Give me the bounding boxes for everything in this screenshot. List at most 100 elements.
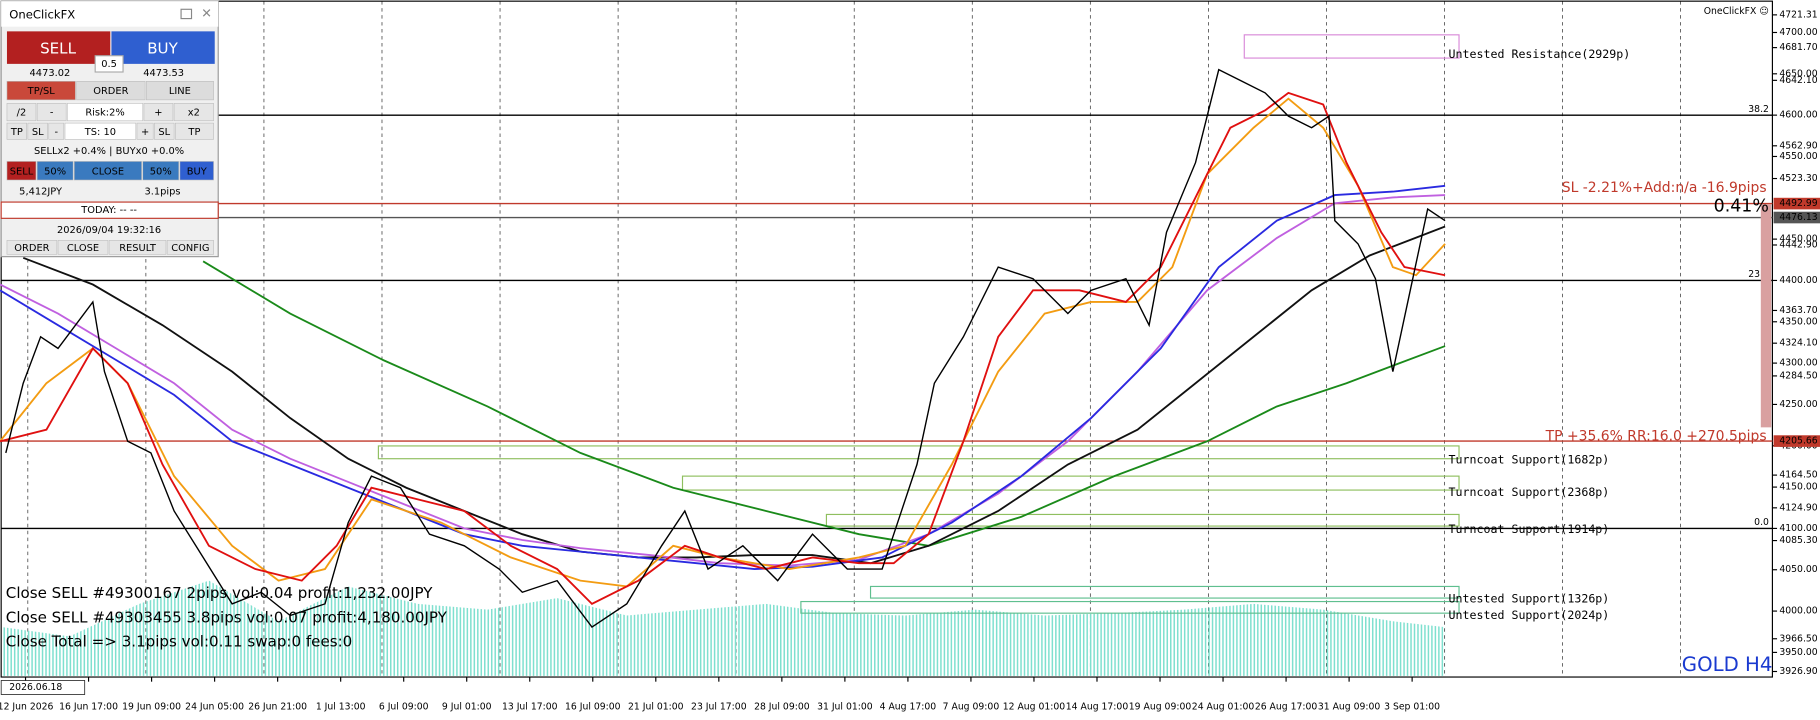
panel-button[interactable]: /2 bbox=[6, 103, 37, 122]
button-bg[interactable] bbox=[136, 122, 154, 140]
message: Close SELL #49303455 3.8pips vol:0.07 pr… bbox=[6, 608, 448, 626]
sell-bg[interactable] bbox=[6, 31, 111, 64]
button-label[interactable]: 50% bbox=[44, 166, 66, 177]
button-label[interactable]: 50% bbox=[150, 166, 172, 177]
button-bg[interactable] bbox=[64, 122, 137, 140]
panel-titlebar bbox=[1, 1, 219, 27]
ma-black bbox=[22, 225, 1446, 565]
button-bg[interactable] bbox=[108, 240, 167, 255]
panel-button[interactable]: TP bbox=[174, 122, 214, 140]
close-icon[interactable]: ✕ bbox=[201, 6, 212, 21]
button-bg[interactable] bbox=[36, 103, 67, 122]
button-bg[interactable] bbox=[57, 240, 109, 255]
button-label[interactable]: ORDER bbox=[14, 243, 49, 254]
price-marker-bg bbox=[1773, 211, 1820, 224]
button-label[interactable]: LINE bbox=[169, 86, 191, 97]
sell-label[interactable]: SELL bbox=[40, 39, 76, 57]
zone-label: Untested Resistance(2929p) bbox=[1449, 47, 1631, 61]
panel-button[interactable]: - bbox=[36, 103, 67, 122]
panel-button[interactable]: SELL bbox=[6, 161, 37, 181]
button-label[interactable]: TP bbox=[10, 127, 23, 138]
button-label[interactable]: RESULT bbox=[119, 243, 157, 254]
button-bg[interactable] bbox=[6, 103, 37, 122]
panel-button[interactable]: + bbox=[136, 122, 154, 140]
button-bg[interactable] bbox=[174, 122, 214, 140]
button-bg[interactable] bbox=[6, 81, 76, 101]
y-tick-label: 3926.90 bbox=[1779, 666, 1817, 677]
button-bg[interactable] bbox=[142, 161, 180, 181]
panel-button[interactable]: RESULT bbox=[108, 240, 167, 255]
panel-button[interactable]: ORDER bbox=[76, 81, 146, 101]
panel-button[interactable]: 50% bbox=[142, 161, 180, 181]
button-label[interactable]: Risk:2% bbox=[85, 108, 124, 119]
indicators bbox=[0, 68, 1446, 629]
panel-button[interactable]: CLOSE bbox=[57, 240, 109, 255]
button-label[interactable]: TP/SL bbox=[27, 86, 56, 97]
button-label[interactable]: BUY bbox=[187, 166, 208, 177]
button-label[interactable]: CONFIG bbox=[171, 243, 209, 254]
button-bg[interactable] bbox=[6, 240, 58, 255]
sell-button[interactable]: SELL bbox=[6, 31, 111, 64]
button-label[interactable]: + bbox=[154, 108, 162, 119]
buy-label[interactable]: BUY bbox=[147, 39, 178, 57]
button-label[interactable]: - bbox=[55, 127, 59, 138]
panel-button[interactable]: x2 bbox=[173, 103, 214, 122]
button-label[interactable]: TS: 10 bbox=[84, 127, 116, 138]
button-bg[interactable] bbox=[6, 122, 27, 140]
button-bg[interactable] bbox=[143, 103, 174, 122]
panel-button[interactable]: 50% bbox=[36, 161, 74, 181]
button-bg[interactable] bbox=[27, 122, 48, 140]
button-label[interactable]: ORDER bbox=[93, 86, 128, 97]
zone-label: Turncoat Support(2368p) bbox=[1449, 485, 1610, 499]
button-label[interactable]: SL bbox=[32, 127, 44, 138]
minimize-button[interactable] bbox=[180, 8, 193, 20]
panel-button[interactable]: ORDER bbox=[6, 240, 58, 255]
button-label[interactable]: x2 bbox=[188, 108, 200, 119]
panel-button[interactable]: TS: 10 bbox=[64, 122, 137, 140]
button-bg[interactable] bbox=[48, 122, 65, 140]
message: Close Total => 3.1pips vol:0.11 swap:0 f… bbox=[6, 633, 352, 651]
buy-bg[interactable] bbox=[111, 31, 215, 64]
brand: OneClickFX ☺ bbox=[1704, 6, 1769, 17]
panel-button[interactable]: LINE bbox=[145, 81, 214, 101]
button-label[interactable]: + bbox=[141, 127, 149, 138]
panel-button[interactable]: SL bbox=[154, 122, 175, 140]
panel-button[interactable]: TP/SL bbox=[6, 81, 76, 101]
button-label[interactable]: SELL bbox=[10, 166, 34, 177]
button-bg[interactable] bbox=[145, 81, 214, 101]
button-bg[interactable] bbox=[166, 240, 214, 255]
x-tick-label: 26 Aug 17:00 bbox=[1255, 702, 1318, 713]
panel-button[interactable]: CONFIG bbox=[166, 240, 214, 255]
y-tick-label: 4300.00 bbox=[1779, 358, 1817, 369]
button-bg[interactable] bbox=[173, 103, 214, 122]
button-bg[interactable] bbox=[36, 161, 74, 181]
panel-button[interactable]: CLOSE bbox=[73, 161, 142, 181]
button-label[interactable]: TP bbox=[187, 127, 200, 138]
button-label[interactable]: /2 bbox=[17, 108, 27, 119]
lot-value[interactable]: 0.5 bbox=[101, 59, 117, 70]
button-bg[interactable] bbox=[73, 161, 142, 181]
y-tick-label: 4681.70 bbox=[1779, 42, 1817, 53]
button-bg[interactable] bbox=[6, 161, 37, 181]
button-bg[interactable] bbox=[179, 161, 214, 181]
support-zone bbox=[869, 585, 1460, 599]
button-bg[interactable] bbox=[154, 122, 175, 140]
panel-button[interactable]: SL bbox=[27, 122, 48, 140]
buy-button[interactable]: BUY bbox=[111, 31, 215, 64]
panel-button[interactable]: BUY bbox=[179, 161, 214, 181]
button-label[interactable]: CLOSE bbox=[92, 166, 124, 177]
button-bg[interactable] bbox=[76, 81, 146, 101]
x-tick-label: 19 Aug 09:00 bbox=[1129, 702, 1192, 713]
button-bg[interactable] bbox=[67, 103, 144, 122]
button-label[interactable]: CLOSE bbox=[67, 243, 99, 254]
panel-button[interactable]: + bbox=[143, 103, 174, 122]
button-label[interactable]: - bbox=[50, 108, 54, 119]
panel-button[interactable]: TP bbox=[6, 122, 27, 140]
y-tick-label: 4000.00 bbox=[1779, 606, 1817, 617]
button-label[interactable]: SL bbox=[158, 127, 170, 138]
lot-input[interactable] bbox=[94, 55, 124, 73]
panel-button[interactable]: - bbox=[48, 122, 65, 140]
panel-button[interactable]: Risk:2% bbox=[67, 103, 144, 122]
x-tick-label: 26 Jun 21:00 bbox=[248, 702, 307, 713]
